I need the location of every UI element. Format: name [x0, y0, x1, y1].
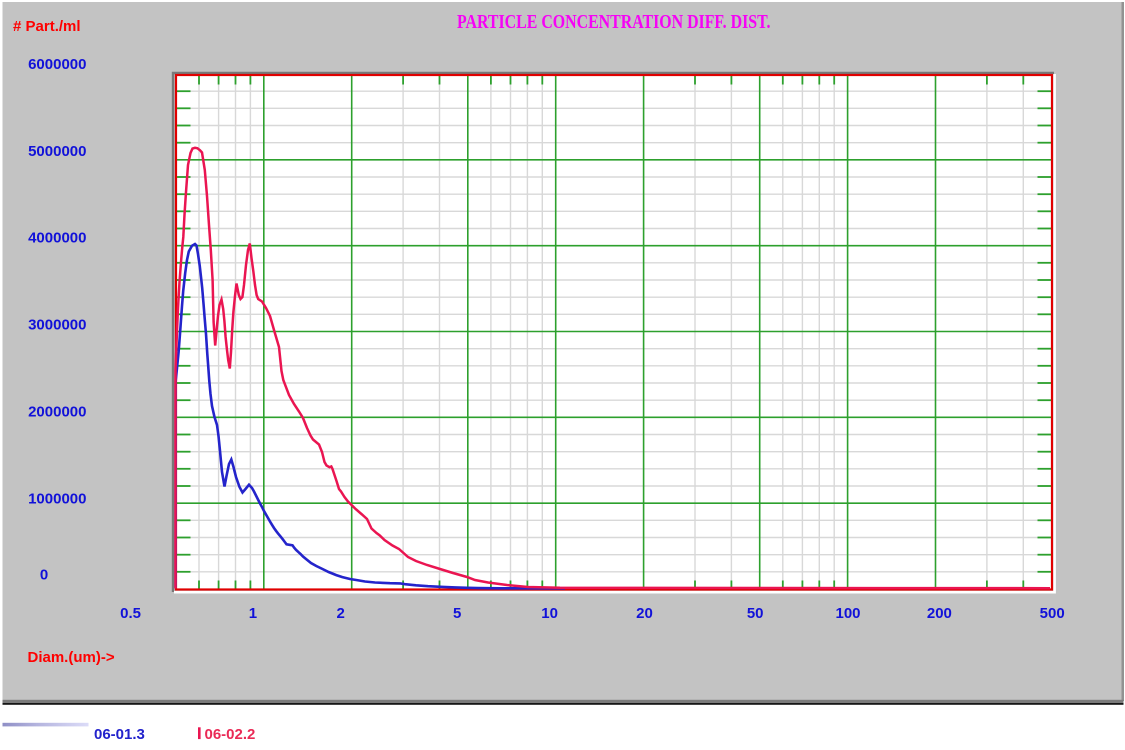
svg-text:20: 20 — [636, 605, 653, 622]
svg-text:PARTICLE CONCENTRATION DIFF. D: PARTICLE CONCENTRATION DIFF. DIST. — [457, 11, 771, 33]
svg-text:10: 10 — [541, 605, 558, 622]
svg-text:0.5: 0.5 — [120, 605, 141, 622]
svg-text:5000000: 5000000 — [28, 143, 86, 160]
svg-text:5: 5 — [453, 605, 461, 622]
svg-text:0: 0 — [40, 567, 48, 584]
svg-text:3000000: 3000000 — [28, 317, 86, 334]
svg-text:1: 1 — [249, 605, 257, 622]
svg-text:100: 100 — [835, 605, 860, 622]
svg-text:Diam.(um)->: Diam.(um)-> — [28, 649, 115, 666]
svg-text:06-01.3: 06-01.3 — [94, 726, 145, 743]
svg-text:# Part./ml: # Part./ml — [13, 18, 81, 35]
svg-text:200: 200 — [927, 605, 952, 622]
svg-text:500: 500 — [1040, 605, 1065, 622]
svg-text:2: 2 — [337, 605, 345, 622]
svg-text:4000000: 4000000 — [28, 230, 86, 247]
svg-text:50: 50 — [747, 605, 764, 622]
svg-text:2000000: 2000000 — [28, 404, 86, 421]
svg-text:06-02.2: 06-02.2 — [205, 726, 256, 743]
svg-text:6000000: 6000000 — [28, 56, 86, 73]
svg-text:1000000: 1000000 — [28, 490, 86, 507]
